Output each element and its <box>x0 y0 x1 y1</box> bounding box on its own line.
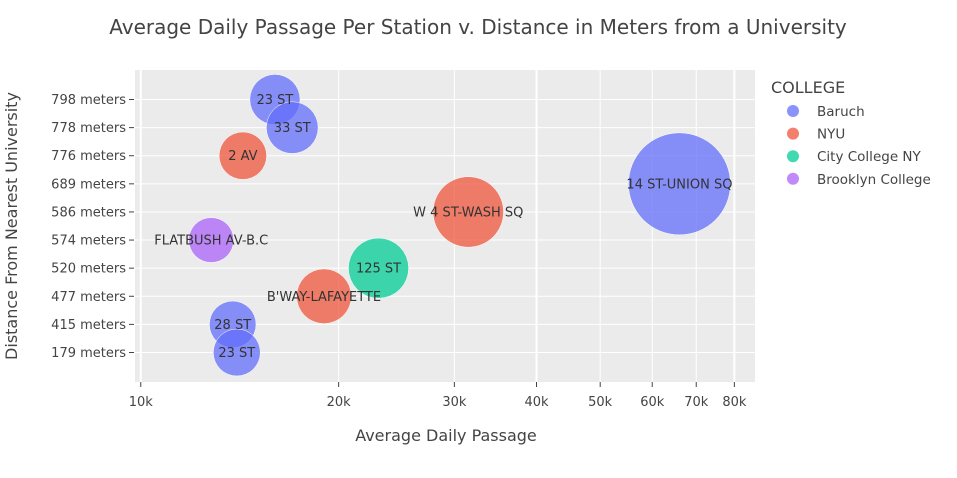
y-axis: 179 meters 415 meters 477 meters 520 meters… <box>51 93 134 361</box>
x-axis-title: Average Daily Passage <box>355 426 537 445</box>
legend-marker[interactable] <box>787 127 799 140</box>
x-tick-label: 70k <box>684 395 709 410</box>
bubble-label: 28 ST <box>214 318 251 333</box>
bubble[interactable] <box>266 101 319 154</box>
legend-marker[interactable] <box>787 172 799 185</box>
bubble[interactable] <box>218 131 267 180</box>
x-tick-label: 60k <box>640 395 665 410</box>
x-tick-label: 30k <box>442 395 467 410</box>
bubble-label: B'WAY-LAFAYETTE <box>267 290 381 305</box>
bubble[interactable] <box>432 176 504 248</box>
bubble[interactable] <box>296 268 352 324</box>
x-tick-label: 10k <box>129 395 154 410</box>
y-tick-label: 778 meters <box>51 121 126 136</box>
bubble-series <box>188 74 731 377</box>
bubble-label: 23 ST <box>218 346 255 361</box>
x-tick-label: 50k <box>588 395 613 410</box>
x-tick-label: 40k <box>524 395 549 410</box>
y-tick-label: 689 meters <box>51 177 126 192</box>
bubble-labels: 23 ST 33 ST 2 AV 14 ST-UNION SQ W 4 ST-WASH … <box>154 93 732 361</box>
y-tick-label: 586 meters <box>51 205 126 220</box>
bubble-label: 14 ST-UNION SQ <box>626 177 732 192</box>
chart-title: Average Daily Passage Per Station v. Dis… <box>109 15 847 39</box>
y-tick-label: 520 meters <box>51 262 126 277</box>
legend-entry[interactable]: Baruch <box>817 104 865 120</box>
bubble[interactable] <box>628 132 731 236</box>
legend-entry[interactable]: City College NY <box>817 149 922 165</box>
y-tick-label: 574 meters <box>51 234 126 249</box>
legend[interactable]: Baruch NYU City College NY Brooklyn College <box>787 104 931 188</box>
bubble[interactable] <box>213 328 261 377</box>
bubble-label: W 4 ST-WASH SQ <box>413 205 523 220</box>
y-tick-label: 415 meters <box>51 318 126 333</box>
x-tick-label: 20k <box>327 395 352 410</box>
bubble-label: FLATBUSH AV-B.C <box>154 234 268 249</box>
legend-marker[interactable] <box>787 105 799 117</box>
y-tick-label: 776 meters <box>51 149 126 164</box>
x-axis: 10k 20k 30k 40k 50k 60k 70k 80k <box>129 382 747 410</box>
bubble-label: 125 ST <box>356 262 401 277</box>
bubble-label: 23 ST <box>256 93 293 108</box>
x-tick-label: 80k <box>722 395 747 410</box>
bubble-label: 33 ST <box>274 121 311 136</box>
legend-title: COLLEGE <box>771 78 845 97</box>
bubble-label: 2 AV <box>228 149 257 164</box>
y-tick-label: 477 meters <box>51 290 126 305</box>
y-tick-label: 179 meters <box>51 346 126 361</box>
y-tick-label: 798 meters <box>51 93 126 108</box>
legend-marker[interactable] <box>787 150 799 163</box>
y-axis-title: Distance From Nearest University <box>2 92 21 360</box>
legend-entry[interactable]: NYU <box>817 127 845 143</box>
bubble[interactable] <box>188 217 234 263</box>
bubble[interactable] <box>348 237 409 299</box>
legend-entry[interactable]: Brooklyn College <box>817 172 931 188</box>
